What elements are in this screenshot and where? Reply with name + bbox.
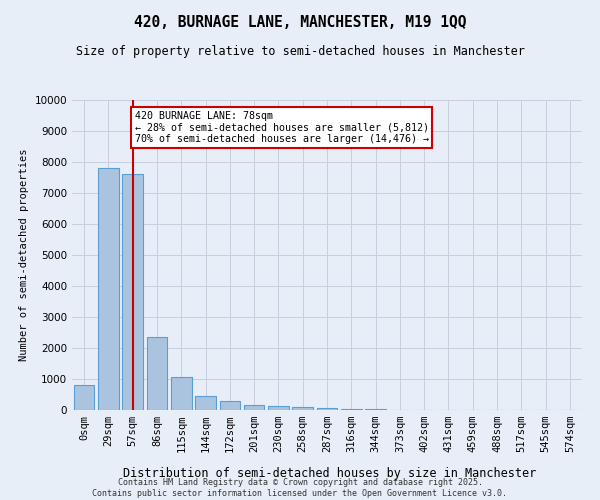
Bar: [171, 378, 191, 410]
Text: Distribution of semi-detached houses by size in Manchester: Distribution of semi-detached houses by …: [124, 467, 536, 480]
Bar: [317, 408, 337, 410]
Bar: [146, 336, 167, 410]
Bar: [122, 174, 143, 410]
Text: 420, BURNAGE LANE, MANCHESTER, M19 1QQ: 420, BURNAGE LANE, MANCHESTER, M19 1QQ: [134, 15, 466, 30]
Bar: [268, 406, 289, 410]
Bar: [365, 409, 386, 410]
Bar: [341, 409, 362, 410]
Bar: [74, 384, 94, 410]
Bar: [98, 168, 119, 410]
Bar: [195, 396, 216, 410]
Bar: [220, 401, 240, 410]
Bar: [244, 404, 265, 410]
Bar: [292, 407, 313, 410]
Text: 420 BURNAGE LANE: 78sqm
← 28% of semi-detached houses are smaller (5,812)
70% of: 420 BURNAGE LANE: 78sqm ← 28% of semi-de…: [134, 111, 428, 144]
Text: Contains HM Land Registry data © Crown copyright and database right 2025.
Contai: Contains HM Land Registry data © Crown c…: [92, 478, 508, 498]
Text: Size of property relative to semi-detached houses in Manchester: Size of property relative to semi-detach…: [76, 45, 524, 58]
Y-axis label: Number of semi-detached properties: Number of semi-detached properties: [19, 149, 29, 361]
